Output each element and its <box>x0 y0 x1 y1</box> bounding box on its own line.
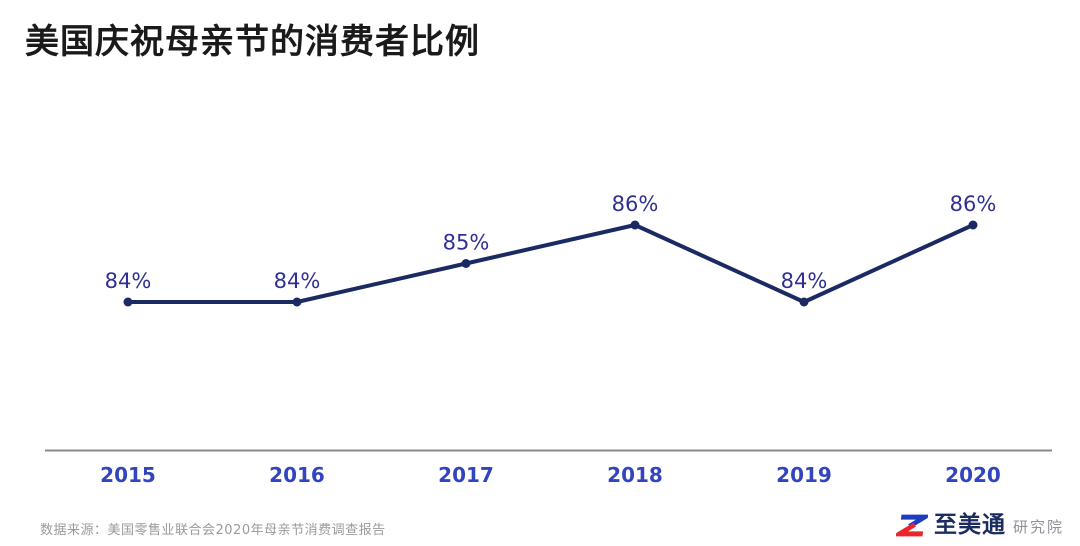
z-logo-icon <box>895 514 929 536</box>
x-tick-label: 2018 <box>607 463 663 487</box>
data-point <box>968 220 978 230</box>
brand-logo: 至美通 研究院 <box>895 508 1064 542</box>
data-point <box>292 297 302 307</box>
series-line <box>128 223 974 304</box>
data-label: 84% <box>781 269 828 293</box>
x-tick-label: 2020 <box>945 463 1001 487</box>
data-label: 84% <box>105 269 152 293</box>
x-tick-label: 2017 <box>438 463 494 487</box>
brand-name: 至美通 <box>933 511 1006 538</box>
data-point <box>461 259 471 268</box>
data-label: 86% <box>950 192 997 216</box>
x-tick-label: 2016 <box>269 463 325 487</box>
data-label: 84% <box>274 269 321 293</box>
brand-suffix: 研究院 <box>1012 517 1064 536</box>
chart-title: 美国庆祝母亲节的消费者比例 <box>25 22 480 62</box>
x-tick-label: 2019 <box>776 463 832 487</box>
data-point <box>123 297 133 307</box>
data-point <box>799 297 809 307</box>
data-label: 86% <box>612 192 659 216</box>
x-tick-label: 2015 <box>100 463 156 487</box>
data-label: 85% <box>443 231 490 255</box>
data-point <box>630 220 640 230</box>
data-source-note: 数据来源：美国零售业联合会2020年母亲节消费调查报告 <box>40 523 386 538</box>
